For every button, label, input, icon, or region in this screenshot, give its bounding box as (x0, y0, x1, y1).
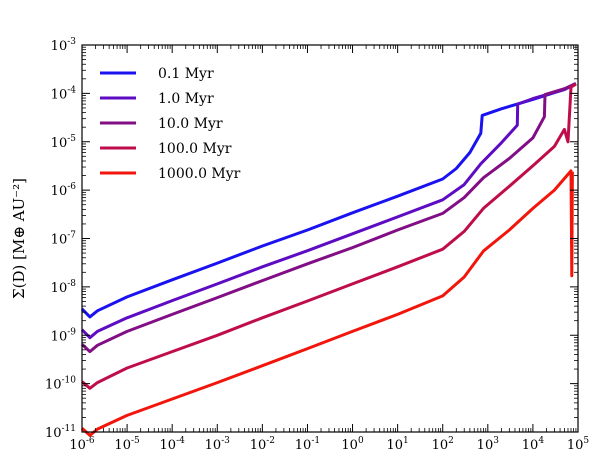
legend-label-0: 0.1 Myr (158, 66, 214, 82)
legend-label-4: 1000.0 Myr (158, 166, 241, 182)
y-tick-label: 10-5 (51, 134, 77, 151)
series-line-3 (81, 82, 577, 390)
y-tick-label: 10-6 (51, 182, 77, 199)
y-tick-label: 10-9 (51, 327, 77, 344)
x-tick-label: 10-3 (205, 436, 231, 453)
legend-label-1: 1.0 Myr (158, 91, 214, 107)
y-tick-label: 10-10 (45, 376, 76, 393)
x-tick-label: 10-6 (69, 436, 95, 453)
y-tick-label: 10-11 (45, 424, 76, 441)
legend: 0.1 Myr 1.0 Myr 10.0 Myr 100.0 Myr 1000.0 My… (100, 66, 241, 182)
x-axis: 10-6 10-5 10-4 10-3 10-2 10-1 100 101 102 103 104 1… (69, 45, 589, 453)
series-line-0 (80, 82, 577, 319)
x-tick-label: 100 (341, 436, 364, 453)
legend-label-2: 10.0 Myr (158, 116, 223, 132)
x-tick-label: 104 (522, 436, 545, 453)
x-tick-label: 103 (477, 436, 500, 453)
x-tick-label: 101 (386, 436, 408, 453)
y-axis-title: Σ(D) [M⊕ AU⁻²] (10, 178, 28, 299)
x-tick-label: 10-1 (295, 436, 320, 453)
y-tick-label: 10-8 (51, 279, 77, 296)
x-tick-label: 10-2 (250, 436, 275, 453)
x-tick-label: 10-5 (114, 436, 140, 453)
series-line-1 (80, 82, 577, 340)
y-tick-label: 10-7 (51, 231, 77, 248)
x-tick-label: 105 (567, 436, 590, 453)
x-tick-label: 102 (432, 436, 454, 453)
series-line-4 (80, 169, 574, 437)
legend-label-3: 100.0 Myr (158, 141, 232, 157)
series-line-2 (80, 82, 577, 354)
series-layer (80, 82, 577, 437)
y-tick-label: 10-3 (51, 37, 77, 54)
plot-frame (81, 44, 579, 433)
x-tick-label: 10-4 (160, 436, 186, 453)
y-tick-label: 10-4 (51, 85, 77, 102)
y-axis: 10-11 10-10 10-9 10-8 10-7 10-6 10-5 10-4 10-3 (45, 37, 578, 441)
